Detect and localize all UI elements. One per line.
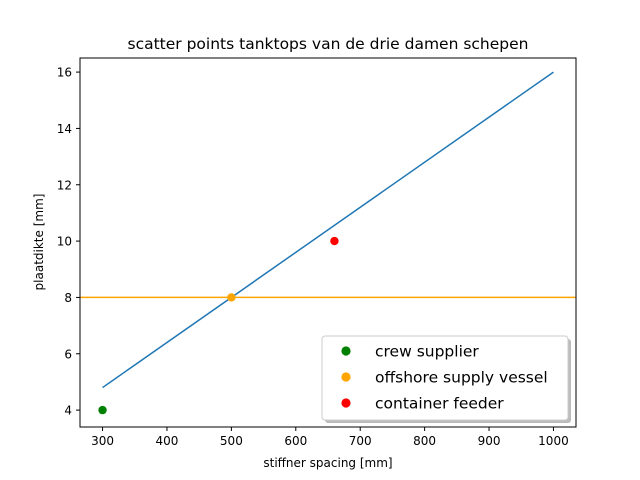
x-tick-label: 1000 bbox=[538, 434, 569, 448]
plot-frame bbox=[79, 57, 577, 428]
scatter-point bbox=[227, 293, 236, 302]
x-axis-label: stiffner spacing [mm] bbox=[263, 456, 392, 470]
y-tick-label: 4 bbox=[64, 404, 72, 418]
y-tick-label: 10 bbox=[57, 235, 72, 249]
legend-box bbox=[321, 335, 569, 421]
legend-marker bbox=[341, 372, 351, 382]
legend-label: container feeder bbox=[375, 395, 504, 413]
y-tick-label: 8 bbox=[64, 291, 72, 305]
x-tick-label: 400 bbox=[156, 434, 179, 448]
scatter-point bbox=[330, 236, 339, 246]
y-tick-label: 14 bbox=[57, 122, 72, 136]
legend-label: offshore supply vessel bbox=[375, 369, 548, 387]
scatter-point bbox=[98, 405, 107, 415]
y-tick-label: 16 bbox=[57, 66, 72, 80]
legend-marker bbox=[341, 346, 351, 356]
x-tick-label: 300 bbox=[91, 434, 114, 448]
x-tick-label: 900 bbox=[478, 434, 501, 448]
x-tick-label: 700 bbox=[349, 434, 372, 448]
y-axis-label: plaatdikte [mm] bbox=[32, 194, 46, 291]
x-tick-label: 600 bbox=[284, 434, 307, 448]
x-tick-label: 800 bbox=[413, 434, 436, 448]
trend-line bbox=[102, 71, 554, 389]
legend-marker bbox=[341, 398, 351, 408]
legend: crew supplier offshore supply vessel conta… bbox=[321, 335, 571, 423]
legend-label: crew supplier bbox=[375, 343, 479, 361]
x-tick-label: 500 bbox=[220, 434, 243, 448]
y-tick-label: 6 bbox=[64, 347, 72, 361]
y-tick-label: 12 bbox=[57, 178, 72, 192]
chart-title: scatter points tanktops van de drie dame… bbox=[128, 35, 529, 53]
